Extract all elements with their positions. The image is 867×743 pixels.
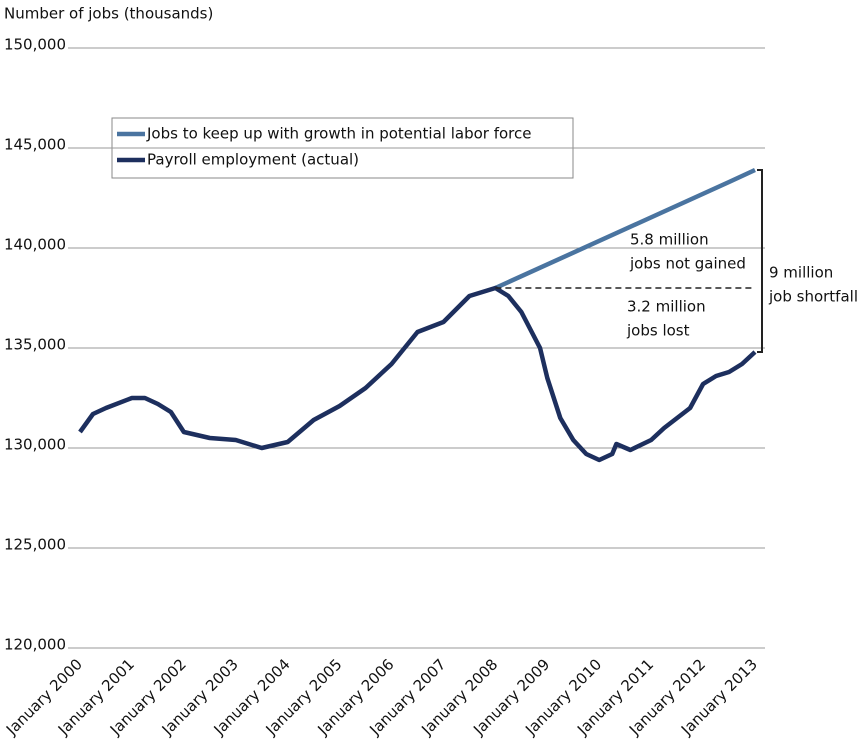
annotation: 5.8 million: [630, 231, 709, 249]
y-tick-label: 145,000: [4, 136, 66, 154]
y-tick-label: 125,000: [4, 536, 66, 554]
y-tick-label: 135,000: [4, 336, 66, 354]
annotation: jobs not gained: [629, 255, 746, 273]
legend-label: Payroll employment (actual): [147, 151, 359, 169]
y-tick-label: 140,000: [4, 236, 66, 254]
shortfall-bracket: [757, 169, 763, 353]
y-axis-label: Number of jobs (thousands): [4, 5, 213, 23]
legend-label: Jobs to keep up with growth in potential…: [146, 125, 531, 143]
series-line: [494, 167, 756, 291]
y-tick-label: 150,000: [4, 36, 66, 54]
y-tick-label: 120,000: [4, 636, 66, 654]
series-line: [78, 285, 757, 463]
annotation: 3.2 million: [627, 298, 706, 316]
annotation: 9 million: [769, 264, 833, 282]
annotation: job shortfall: [768, 288, 858, 306]
y-tick-label: 130,000: [4, 436, 66, 454]
annotation: jobs lost: [626, 322, 690, 340]
